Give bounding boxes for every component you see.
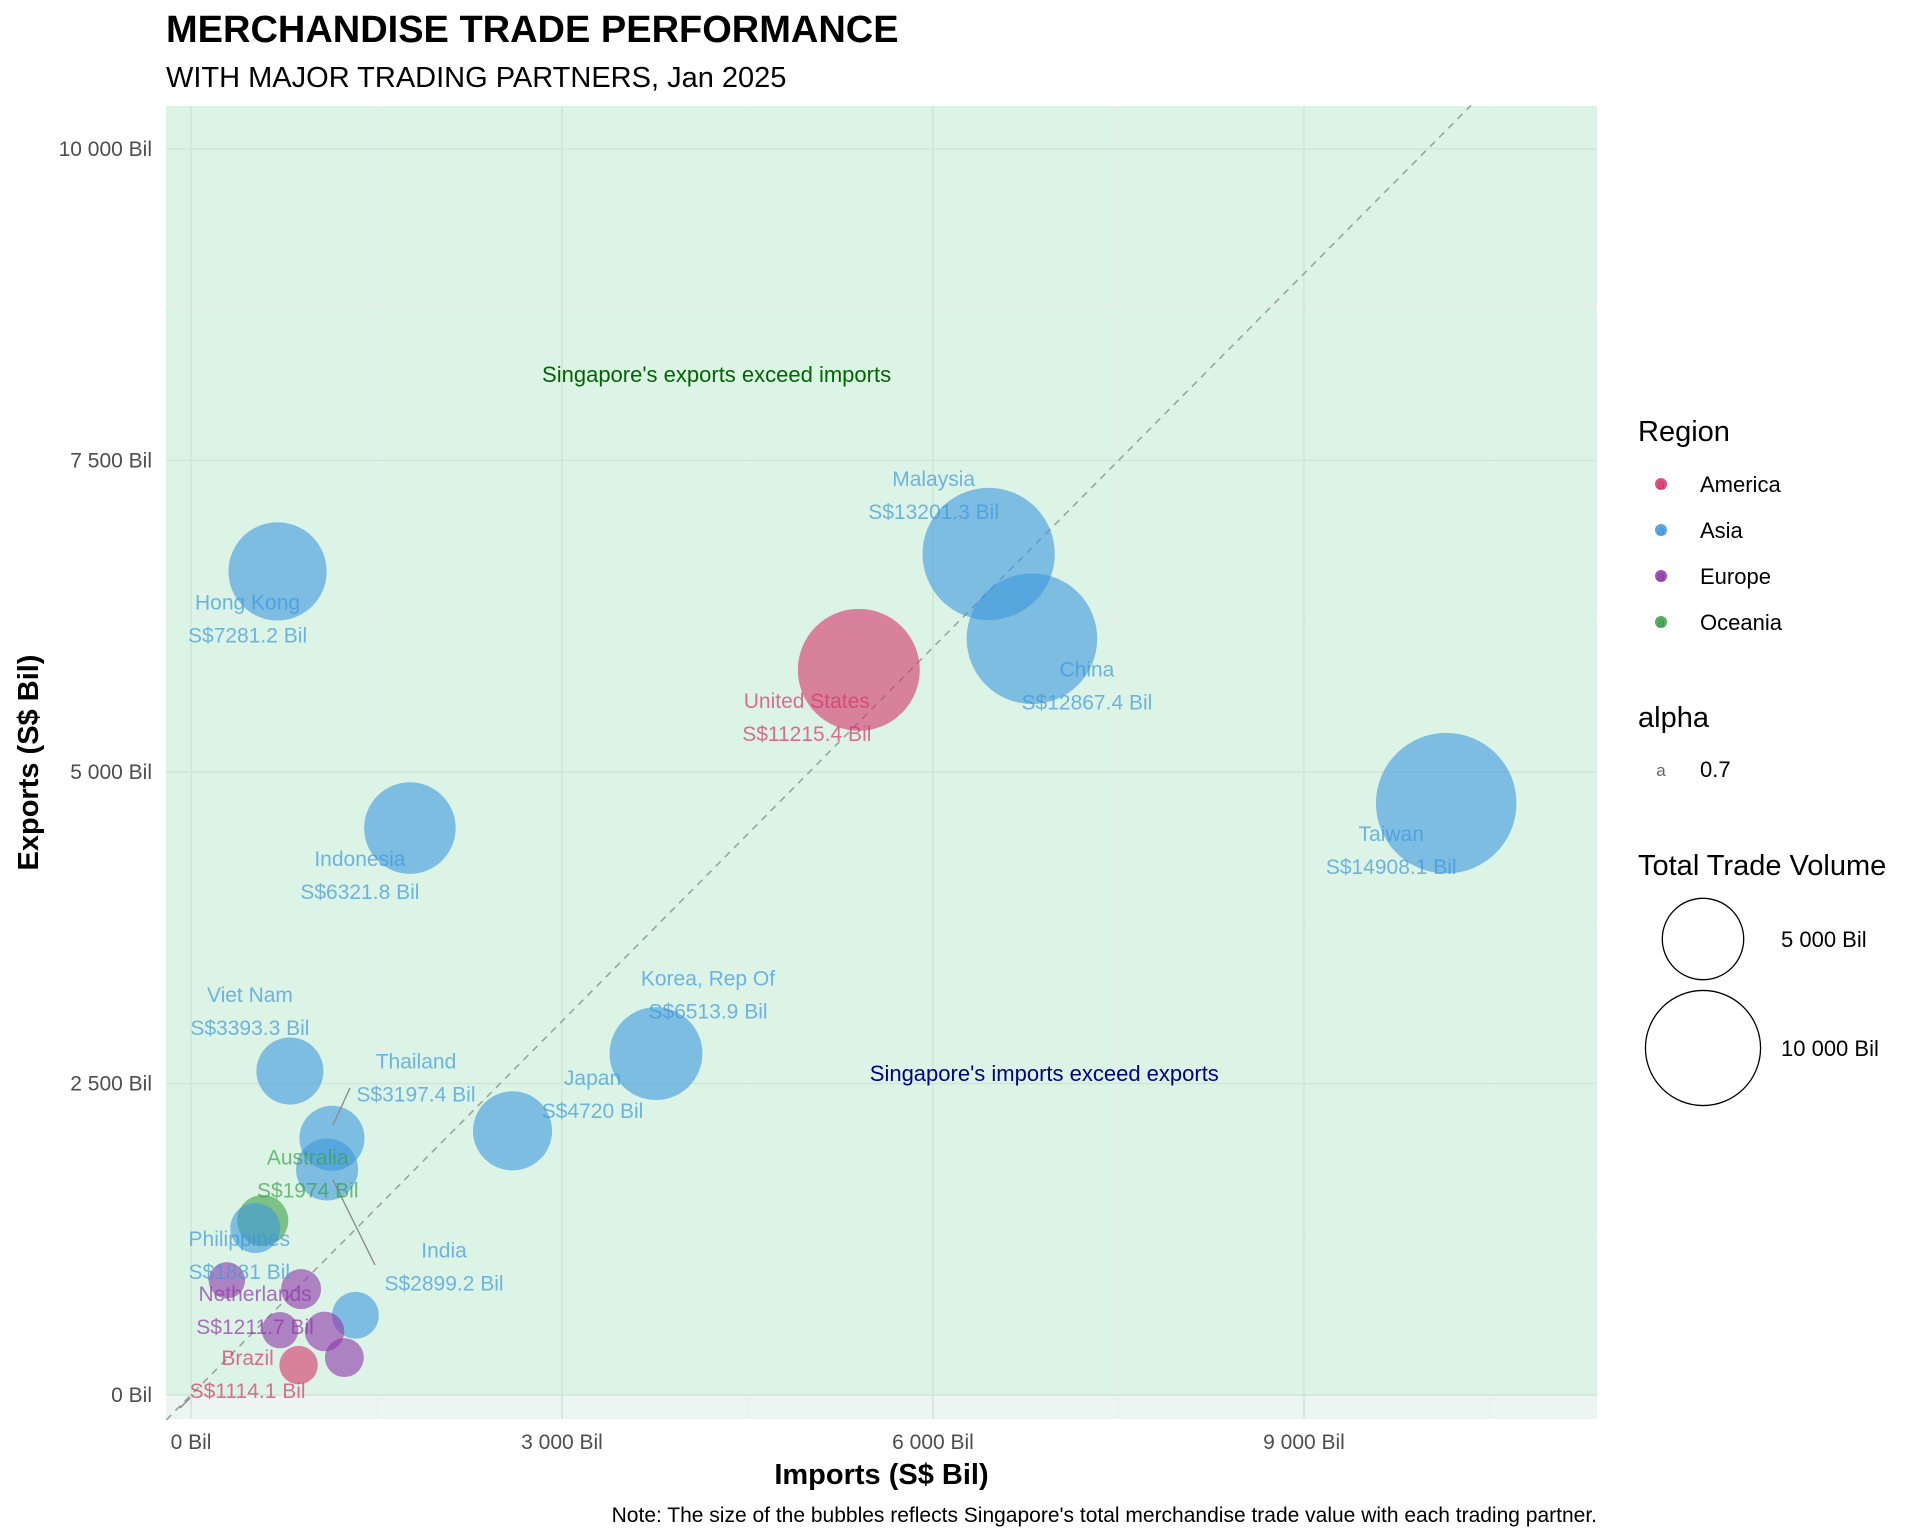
bubble-indonesia [364, 782, 456, 874]
plot-panel-below-zero [166, 1395, 1597, 1419]
x-axis-ticks: 0 Bil 3 000 Bil 6 000 Bil 9 000 Bil [171, 1431, 1345, 1454]
legend-key-oceania [1655, 616, 1667, 628]
legend: Region a America a Asia a Europe a Oceania alpha a… [1638, 416, 1886, 1107]
legend-key-glyph: a [1657, 614, 1665, 630]
label-name-taiwan: Taiwan [1359, 823, 1424, 846]
leader-india [332, 1179, 376, 1266]
parity-reference-line [165, 104, 1472, 1421]
bubble-india [296, 1138, 359, 1201]
bubble-china [966, 573, 1098, 704]
legend-size-label: 5 000 Bil [1781, 927, 1867, 952]
y-tick-label: 10 000 Bil [59, 138, 152, 161]
label-value-australia: S$1974 Bil [257, 1180, 359, 1203]
bubble-unlabeled [208, 1262, 246, 1299]
x-tick-label: 9 000 Bil [1263, 1431, 1345, 1454]
label-value-thailand: S$3197.4 Bil [356, 1083, 475, 1106]
legend-title-alpha: alpha [1638, 702, 1710, 734]
leader-thailand [332, 1087, 351, 1126]
label-name-hong-kong: Hong Kong [195, 591, 300, 614]
legend-alpha-glyph: a [1656, 761, 1666, 780]
label-value-brazil: S$1114.1 Bil [190, 1380, 306, 1403]
legend-key-asia [1655, 524, 1667, 536]
region-annotation: Singapore's imports exceed exports [870, 1061, 1219, 1086]
label-value-india: S$2899.2 Bil [384, 1272, 503, 1295]
bubble-hong-kong [228, 522, 327, 621]
footnote: Note: The size of the bubbles reflects S… [612, 1504, 1597, 1527]
x-axis-title: Imports (S$ Bil) [774, 1459, 988, 1491]
label-name-australia: Australia [267, 1147, 349, 1170]
bubble-brazil [279, 1345, 318, 1385]
bubble-united-states [797, 608, 920, 731]
annotations: Singapore's exports exceed imports Singap… [542, 362, 1219, 1086]
y-tick-label: 2 500 Bil [70, 1073, 152, 1096]
label-value-hong-kong: S$7281.2 Bil [188, 624, 307, 647]
y-tick-label: 7 500 Bil [70, 450, 152, 473]
label-value-viet-nam: S$3393.3 Bil [190, 1017, 309, 1040]
leader-brazil [179, 1397, 191, 1409]
bubble-unlabeled [324, 1338, 364, 1378]
label-name-indonesia: Indonesia [314, 848, 405, 871]
chart-title: MERCHANDISE TRADE PERFORMANCE [166, 9, 899, 51]
bubble-taiwan [1375, 732, 1517, 874]
label-name-netherlands: Netherlands [198, 1283, 311, 1306]
label-name-malaysia: Malaysia [892, 468, 975, 491]
bubble-korea-rep-of [609, 1007, 703, 1101]
y-tick-label: 0 Bil [111, 1384, 152, 1407]
legend-title-size: Total Trade Volume [1638, 850, 1886, 882]
label-name-viet-nam: Viet Nam [207, 984, 293, 1007]
label-name-brazil: Brazil [221, 1347, 274, 1370]
bubble-netherlands [281, 1269, 322, 1310]
legend-key-glyph: a [1657, 476, 1665, 492]
y-axis-ticks: 0 Bil 2 500 Bil 5 000 Bil 7 500 Bil 10 000 B… [59, 138, 152, 1407]
legend-label-asia: Asia [1700, 518, 1744, 543]
legend-size-circle [1644, 989, 1762, 1107]
label-value-korea-rep-of: S$6513.9 Bil [648, 1001, 767, 1024]
x-tick-label: 0 Bil [171, 1431, 212, 1454]
label-value-netherlands: S$1211.7 Bil [196, 1316, 314, 1339]
label-name-india: India [421, 1239, 467, 1262]
bubble-viet-nam [256, 1037, 324, 1105]
chart-subtitle: WITH MAJOR TRADING PARTNERS, Jan 2025 [166, 62, 786, 94]
legend-key-europe [1655, 570, 1667, 582]
legend-label-europe: Europe [1700, 564, 1771, 589]
region-annotation: Singapore's exports exceed imports [542, 362, 891, 387]
label-name-korea-rep-of: Korea, Rep Of [641, 968, 775, 991]
label-value-indonesia: S$6321.8 Bil [300, 881, 419, 904]
plot-panel [166, 106, 1597, 1419]
label-name-united-states: United States [744, 690, 870, 713]
legend-key-glyph: a [1657, 522, 1665, 538]
label-value-united-states: S$11215.4 Bil [742, 723, 871, 746]
label-name-thailand: Thailand [376, 1050, 457, 1073]
x-tick-label: 6 000 Bil [892, 1431, 974, 1454]
legend-size-circle [1661, 897, 1745, 981]
label-value-malaysia: S$13201.3 Bil [868, 501, 999, 524]
legend-label-america: America [1700, 472, 1781, 497]
y-axis-title: Exports (S$ Bil) [13, 655, 45, 871]
x-tick-label: 3 000 Bil [521, 1431, 603, 1454]
gridlines [166, 106, 1597, 1419]
legend-key-glyph: a [1657, 568, 1665, 584]
bubble-labels: Taiwan S$14908.1 Bil Malaysia S$13201.3 Bil… [188, 468, 1457, 1403]
bubble-japan [472, 1091, 553, 1171]
label-name-china: China [1059, 659, 1114, 682]
label-value-china: S$12867.4 Bil [1022, 692, 1153, 715]
bubble-philippines [230, 1203, 281, 1254]
label-value-philippines: S$1881 Bil [189, 1261, 291, 1284]
legend-key-america [1655, 478, 1667, 490]
bubble-unlabeled [261, 1312, 299, 1349]
legend-title-region: Region [1638, 416, 1730, 448]
y-tick-label: 5 000 Bil [70, 761, 152, 784]
label-value-taiwan: S$14908.1 Bil [1326, 856, 1457, 879]
bubbles [208, 487, 1517, 1385]
legend-size-label: 10 000 Bil [1781, 1036, 1879, 1061]
label-name-japan: Japan [564, 1067, 621, 1090]
label-leader-lines [179, 1087, 376, 1409]
legend-alpha-value: 0.7 [1700, 757, 1731, 782]
legend-label-oceania: Oceania [1700, 610, 1783, 635]
label-value-japan: S$4720 Bil [542, 1100, 644, 1123]
label-name-philippines: Philippines [189, 1228, 291, 1251]
